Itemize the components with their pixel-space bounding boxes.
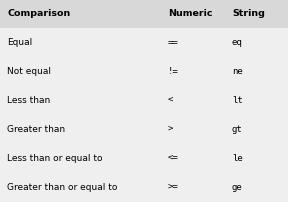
Text: lt: lt [232, 96, 243, 105]
Text: Numeric: Numeric [168, 9, 213, 19]
Bar [0, 173, 288, 202]
Text: Less than: Less than [7, 96, 50, 105]
Text: ==: == [168, 38, 179, 47]
Bar [0, 86, 288, 115]
Text: Less than or equal to: Less than or equal to [7, 154, 103, 163]
Bar [0, 144, 288, 173]
Text: <: < [168, 96, 173, 105]
Text: gt: gt [232, 125, 243, 134]
Text: Not equal: Not equal [7, 67, 51, 76]
Text: ge: ge [232, 183, 243, 192]
Bar [0, 57, 288, 86]
Text: Comparison: Comparison [7, 9, 70, 19]
Text: ne: ne [232, 67, 243, 76]
Text: Equal: Equal [7, 38, 32, 47]
Text: eq: eq [232, 38, 243, 47]
Text: Greater than: Greater than [7, 125, 65, 134]
Text: Greater than or equal to: Greater than or equal to [7, 183, 118, 192]
Text: String: String [232, 9, 265, 19]
Text: !=: != [168, 67, 179, 76]
Text: >: > [168, 125, 173, 134]
Text: >=: >= [168, 183, 179, 192]
Bar [0, 28, 288, 57]
Bar [0, 0, 288, 28]
Text: le: le [232, 154, 243, 163]
Text: <=: <= [168, 154, 179, 163]
Bar [0, 115, 288, 144]
